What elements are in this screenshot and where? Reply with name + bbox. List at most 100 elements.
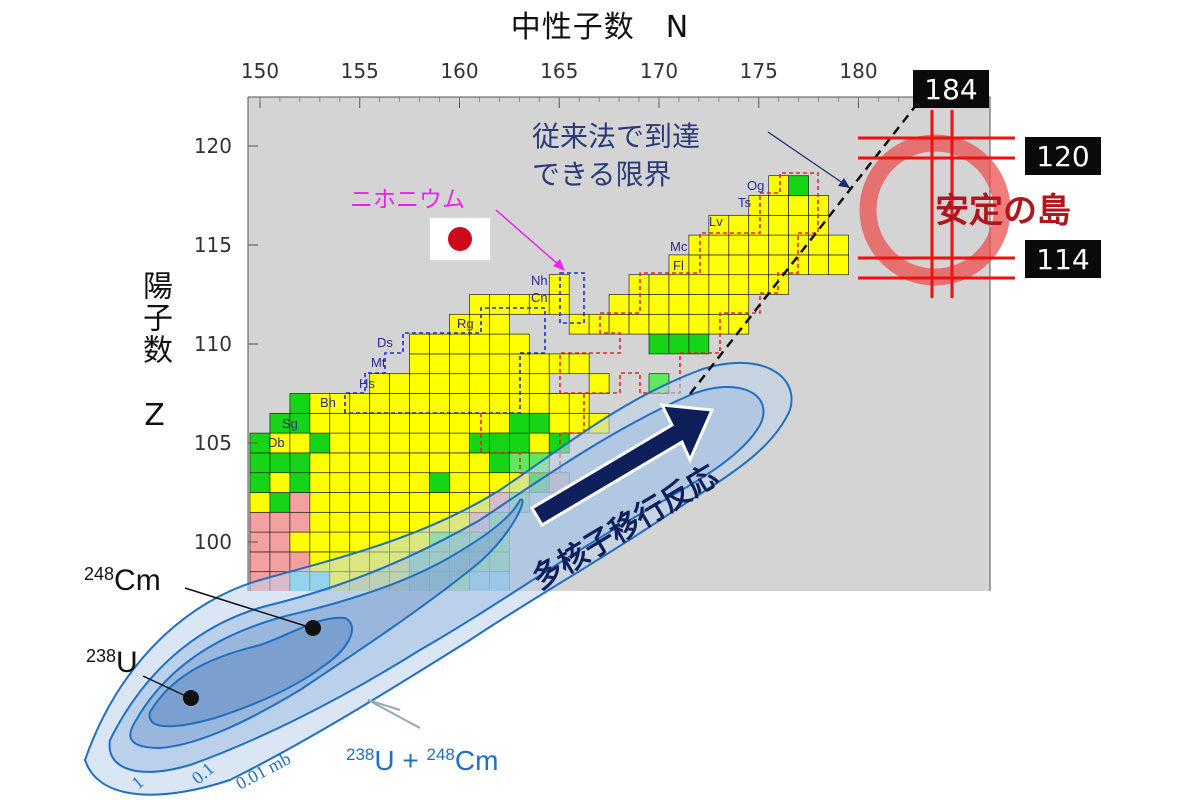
nuclide-cell [509, 432, 530, 454]
nuclide-cell [588, 373, 610, 394]
nuclide-cell [489, 412, 510, 434]
transfer-arrow [529, 403, 715, 528]
nuclide-cell [608, 313, 630, 335]
nuclide-cell [688, 313, 710, 335]
nuclide-cell [329, 511, 351, 533]
x-tick-label: 170 [640, 59, 678, 83]
nuclide-cell [349, 432, 371, 454]
nuclide-cell [249, 511, 271, 533]
element-label-fl: Fl [673, 258, 684, 273]
nuclide-cell [289, 492, 311, 513]
x-tick-label: 180 [839, 59, 877, 83]
element-label-lv: Lv [709, 214, 723, 229]
reaction-pointer [367, 699, 421, 729]
nuclide-cell [409, 333, 430, 355]
magic-z-upper-label: 120 [1036, 140, 1089, 173]
nuclide-cell [449, 353, 470, 375]
nuclide-cell [568, 353, 590, 375]
nuclide-cell [788, 195, 809, 216]
nuclide-cell [828, 234, 849, 256]
nuclide-cell [688, 234, 710, 256]
nuclide-cell [489, 393, 510, 414]
nuclide-cell [369, 492, 391, 513]
nuclide-cell [409, 353, 430, 375]
nuclide-cell [528, 393, 550, 414]
nuclide-cell [389, 393, 410, 414]
nuclide-cell [289, 511, 311, 533]
nuclide-cell [548, 294, 570, 315]
nuclide-cell [469, 432, 490, 454]
nuclide-cell [329, 412, 351, 434]
nuclide-cell [409, 373, 430, 394]
u238-label: 238U [86, 646, 138, 679]
nuclide-cell [668, 333, 690, 355]
nuclide-cell [688, 274, 710, 295]
cm248-dot [305, 620, 321, 636]
magic-number-114: 114 [1025, 240, 1101, 278]
nuclide-cell [509, 373, 530, 394]
x-tick-label: 165 [540, 59, 578, 83]
conventional-limit-line [689, 89, 929, 395]
magic-number-184: 184 [913, 70, 989, 108]
x-axis-ticks: 150 155 160 165 170 175 180 [241, 59, 979, 108]
reaction-pointer-tail [367, 699, 401, 711]
nuclide-cell [269, 492, 291, 513]
nuclide-cell [349, 452, 371, 474]
nuclide-cell [349, 472, 371, 493]
element-label-db: Db [268, 435, 285, 450]
nuclide-cell [409, 412, 430, 434]
nuclide-cell [409, 432, 430, 454]
y-axis-ticks: 100 105 110 115 120 [194, 134, 258, 554]
nuclide-cell [429, 333, 450, 355]
nuclide-cell [688, 333, 710, 355]
nuclide-cell [369, 511, 391, 533]
nuclide-cell [449, 333, 470, 355]
nuclide-cell [808, 254, 829, 276]
nuclide-cell [728, 254, 750, 276]
nuclide-cell [309, 452, 331, 474]
element-label-hs: Hs [359, 376, 375, 391]
element-label-rg: Rg [457, 316, 474, 331]
element-label-ds: Ds [377, 335, 393, 350]
nuclide-cell [389, 412, 410, 434]
nuclide-cell [449, 432, 470, 454]
nuclide-cell [509, 294, 530, 315]
nuclide-cell [648, 313, 670, 335]
nuclide-cell [449, 393, 470, 414]
nuclide-cell [528, 373, 550, 394]
nuclide-cell [708, 274, 730, 295]
nuclide-cell [568, 393, 590, 414]
target-markers [142, 587, 321, 706]
nuclide-cell [349, 393, 371, 414]
nuclide-cell [748, 195, 770, 216]
nuclide-cell [748, 254, 770, 276]
nuclide-cell [788, 214, 809, 236]
nuclide-cell [269, 531, 291, 553]
reaction-label: 238U + 248Cm [346, 745, 498, 776]
nuclide-cell [728, 274, 750, 295]
nuclide-cell [548, 393, 570, 414]
nuclide-cell [349, 492, 371, 513]
nuclide-cell [429, 432, 450, 454]
x-tick-label: 155 [341, 59, 379, 83]
conventional-limit-pointer [767, 131, 851, 189]
nuclide-cell [329, 472, 351, 493]
nuclide-cell [808, 195, 829, 216]
magic-z-lower-label: 114 [1036, 243, 1089, 276]
nuclide-cell [269, 551, 291, 573]
nuclide-cell [329, 432, 351, 454]
nuclide-cell [309, 531, 331, 553]
nuclide-cell [349, 412, 371, 434]
nuclide-cell [289, 452, 311, 474]
nuclide-cell [748, 214, 770, 236]
nuclide-cell [708, 234, 730, 256]
nuclide-cell [369, 412, 391, 434]
island-label: 安定の島 [935, 191, 1071, 231]
nuclide-cell [648, 333, 670, 355]
nuclide-cell [489, 294, 510, 315]
nuclide-cell [409, 492, 430, 513]
nuclide-cell [768, 274, 790, 295]
nuclide-cell [389, 452, 410, 474]
nuclide-cell [309, 492, 331, 513]
nuclide-cell [389, 492, 410, 513]
